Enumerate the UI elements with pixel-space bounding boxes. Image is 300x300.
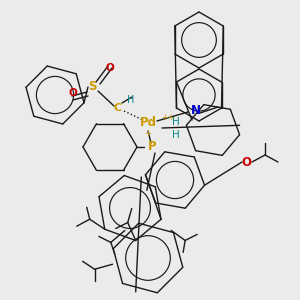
Text: O: O bbox=[69, 88, 77, 98]
Text: O: O bbox=[241, 157, 251, 169]
Text: P: P bbox=[148, 140, 156, 154]
Text: H: H bbox=[127, 95, 135, 105]
Text: +: + bbox=[145, 128, 152, 137]
Text: N: N bbox=[191, 103, 201, 116]
Text: H: H bbox=[172, 117, 180, 127]
Text: Pd: Pd bbox=[140, 116, 157, 128]
Text: O: O bbox=[106, 63, 114, 73]
Text: ++: ++ bbox=[161, 112, 175, 122]
Text: S: S bbox=[88, 80, 96, 94]
Text: H: H bbox=[172, 130, 180, 140]
Text: C: C bbox=[114, 103, 122, 113]
